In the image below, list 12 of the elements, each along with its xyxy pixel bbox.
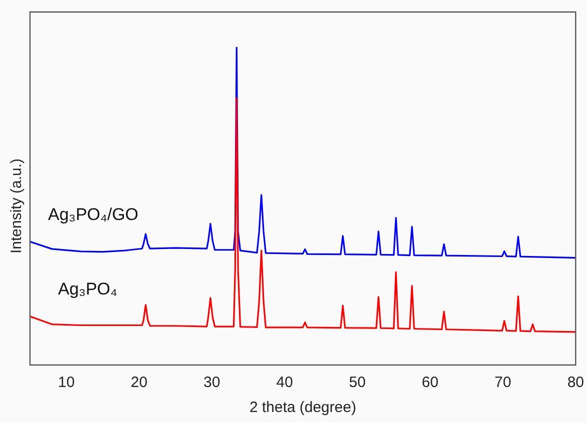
x-axis-title: 2 theta (degree) — [249, 399, 356, 416]
x-tick-label: 80 — [567, 374, 584, 392]
x-tick-label: 10 — [58, 374, 75, 392]
x-tick-label: 70 — [494, 374, 512, 392]
series-label: Ag₃PO₄ — [58, 280, 118, 299]
x-tick-label: 20 — [130, 374, 148, 392]
x-tick-label: 50 — [349, 374, 366, 392]
x-tick-label: 30 — [204, 374, 220, 392]
series-label: Ag₃PO₄/GO — [48, 204, 138, 224]
x-tick-label: 60 — [422, 374, 438, 392]
y-axis-title: Intensity (a.u.) — [8, 158, 26, 254]
x-tick-label: 40 — [276, 374, 293, 392]
